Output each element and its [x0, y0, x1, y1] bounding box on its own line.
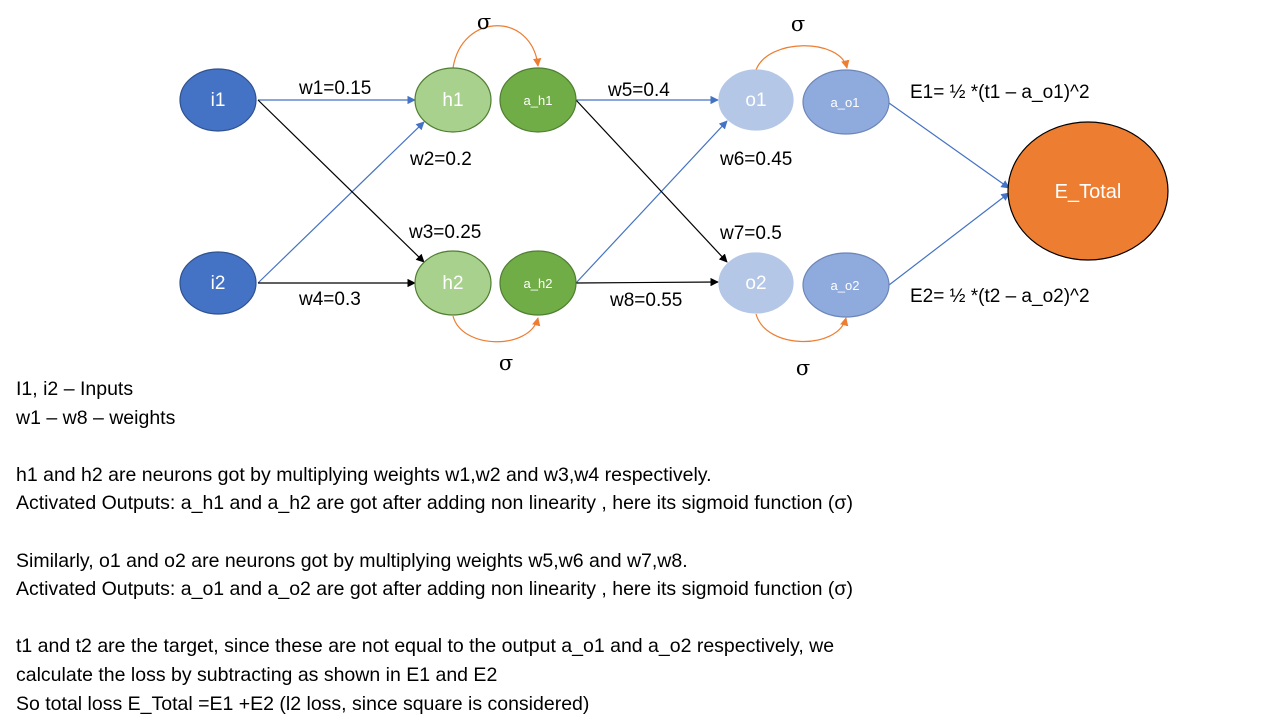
note-line: t1 and t2 are the target, since these ar… — [16, 635, 835, 658]
edge-ah2-o2 — [575, 277, 719, 287]
node-a-o2: a_o2 — [802, 252, 890, 318]
error-formulas: E1= ½ *(t1 – a_o1)^2 E2= ½ *(t2 – a_o2)^… — [910, 82, 1090, 307]
sigma-arc-o1 — [755, 45, 850, 71]
sigma-label-h1: σ — [477, 10, 491, 34]
sigma-labels: σ σ σ σ — [477, 10, 810, 380]
edge-ah1-o2 — [575, 99, 728, 263]
weight-labels: w1=0.15 w2=0.2 w3=0.25 w4=0.3 w5=0.4 w6=… — [298, 78, 792, 311]
node-o2: o2 — [718, 252, 794, 314]
sigma-arcs — [452, 25, 850, 343]
weight-w5-label: w5=0.4 — [607, 80, 670, 101]
node-a-o2-label: a_o2 — [831, 278, 860, 293]
node-a-h2-label: a_h2 — [524, 276, 553, 291]
node-a-o1: a_o1 — [802, 69, 890, 135]
node-a-h1-label: a_h1 — [524, 93, 553, 108]
node-h2: h2 — [414, 250, 492, 316]
node-h1: h1 — [414, 67, 492, 133]
node-o1: o1 — [718, 69, 794, 131]
note-line: h1 and h2 are neurons got by multiplying… — [16, 463, 712, 486]
explanation-notes: I1, i2 – Inputs w1 – w8 – weights h1 and… — [16, 375, 1256, 718]
node-e-total-label: E_Total — [1055, 181, 1122, 203]
note-gap — [16, 432, 1256, 461]
node-e-total: E_Total — [1007, 121, 1169, 261]
edge-i1-h2 — [257, 99, 425, 263]
node-o1-label: o1 — [745, 90, 766, 111]
sigma-label-h2: σ — [499, 351, 513, 375]
node-o2-label: o2 — [745, 273, 766, 294]
weight-w7-label: w7=0.5 — [719, 223, 782, 244]
sigma-label-o1: σ — [791, 12, 805, 36]
weight-w8-label: w8=0.55 — [609, 290, 682, 311]
sigma-label-o2: σ — [796, 356, 810, 380]
node-i2-label: i2 — [211, 273, 226, 294]
node-h2-label: h2 — [442, 273, 463, 294]
note-line: calculate the loss by subtracting as sho… — [16, 663, 498, 686]
node-i2: i2 — [179, 251, 257, 315]
nodes: i1 i2 h1 a_h1 h2 a_h2 o1 a_o1 — [179, 67, 1169, 318]
note-line: Activated Outputs: a_h1 and a_h2 are got… — [16, 492, 853, 515]
weight-w3-label: w3=0.25 — [408, 222, 481, 243]
sigma-arc-h1 — [452, 25, 542, 69]
node-i1-label: i1 — [211, 90, 226, 111]
node-a-h1: a_h1 — [499, 67, 577, 133]
node-i1: i1 — [179, 68, 257, 132]
edges — [257, 95, 1010, 288]
node-a-o1-label: a_o1 — [831, 95, 860, 110]
error-e2-formula: E2= ½ *(t2 – a_o2)^2 — [910, 286, 1090, 307]
sigma-arc-h2 — [452, 315, 541, 343]
edge-ao1-etotal — [888, 102, 1010, 189]
edge-ah2-o1 — [575, 120, 728, 284]
note-line: I1, i2 – Inputs — [16, 378, 134, 400]
node-a-h2: a_h2 — [499, 250, 577, 316]
note-line: w1 – w8 – weights — [16, 406, 176, 429]
note-gap — [16, 518, 1256, 547]
note-line: So total loss E_Total =E1 +E2 (l2 loss, … — [16, 692, 590, 715]
neural-network-diagram: i1 i2 h1 a_h1 h2 a_h2 o1 a_o1 — [179, 10, 1169, 380]
sigma-arc-o2 — [755, 313, 849, 343]
weight-w4-label: w4=0.3 — [298, 289, 361, 310]
weight-w1-label: w1=0.15 — [298, 78, 371, 99]
note-gap — [16, 604, 1256, 633]
weight-w2-label: w2=0.2 — [409, 149, 472, 170]
note-line: Activated Outputs: a_o1 and a_o2 are got… — [16, 578, 853, 601]
note-line: Similarly, o1 and o2 are neurons got by … — [16, 549, 688, 572]
node-h1-label: h1 — [442, 90, 463, 111]
edge-ao2-etotal — [888, 192, 1010, 286]
error-e1-formula: E1= ½ *(t1 – a_o1)^2 — [910, 82, 1090, 103]
edge-i2-h1 — [257, 121, 425, 284]
weight-w6-label: w6=0.45 — [719, 149, 792, 170]
